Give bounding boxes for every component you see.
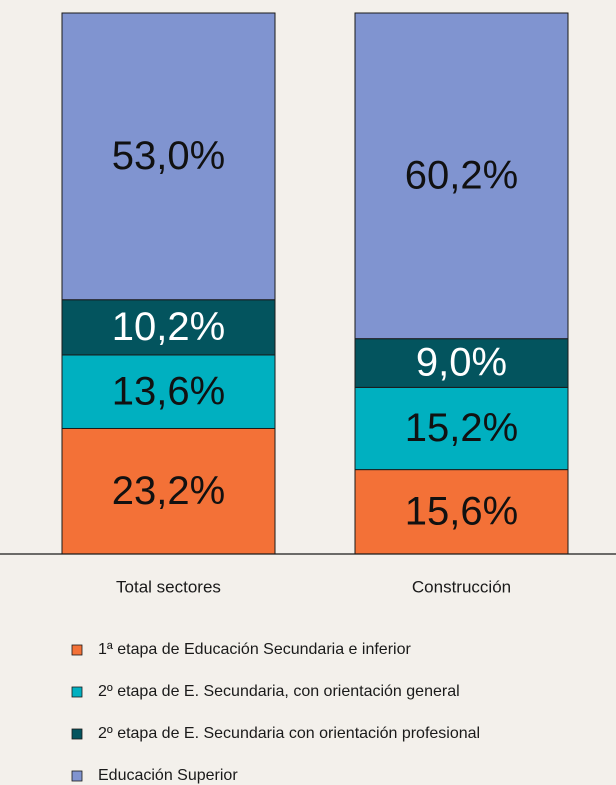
legend-label: 1ª etapa de Educación Secundaria e infer… bbox=[98, 641, 411, 658]
bar-segment bbox=[354, 386, 569, 471]
bar-segment bbox=[61, 427, 276, 555]
value-label: 53,0% bbox=[112, 134, 225, 178]
value-label: 13,6% bbox=[112, 369, 225, 413]
value-label: 60,2% bbox=[405, 153, 518, 197]
legend-label: 2º etapa de E. Secundaria con orientació… bbox=[98, 725, 480, 742]
value-label: 23,2% bbox=[112, 469, 225, 513]
bar-segment bbox=[354, 338, 569, 388]
x-tick-label: Construcción bbox=[412, 577, 511, 596]
bar-segment bbox=[354, 12, 569, 340]
value-label: 15,2% bbox=[405, 406, 518, 450]
value-label: 9,0% bbox=[416, 341, 507, 385]
legend-swatch bbox=[71, 686, 83, 698]
bar-segment bbox=[61, 299, 276, 356]
value-label: 15,6% bbox=[405, 489, 518, 533]
legend-label: Educación Superior bbox=[98, 767, 238, 784]
bar-segment bbox=[61, 12, 276, 301]
legend-label: 2º etapa de E. Secundaria, con orientaci… bbox=[98, 683, 460, 700]
legend-swatch bbox=[71, 644, 83, 656]
x-tick-label: Total sectores bbox=[116, 577, 221, 596]
legend-swatch bbox=[71, 728, 83, 740]
legend-swatch bbox=[71, 770, 83, 782]
value-label: 10,2% bbox=[112, 305, 225, 349]
